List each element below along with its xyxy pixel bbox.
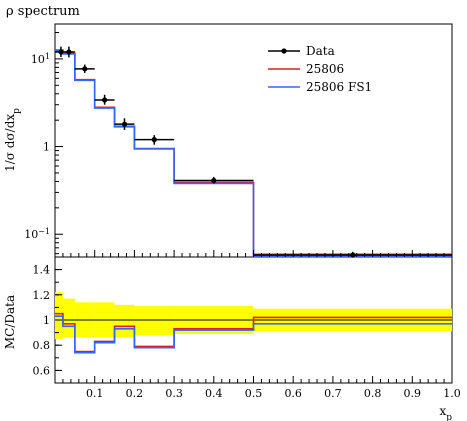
data-point: [66, 49, 72, 55]
data-point: [121, 121, 128, 127]
y-tick-label: 1: [43, 141, 50, 154]
data-point: [211, 177, 217, 184]
mc-histogram-series2: [55, 49, 452, 258]
y-axis-label: 1/σ dσ/dxp: [3, 108, 22, 172]
ratio-y-axis-label: MC/Data: [3, 295, 17, 349]
data-point: [58, 49, 64, 55]
x-tick-label: 0.9: [404, 387, 422, 400]
x-tick-label: 1.0: [443, 387, 461, 400]
ratio-uncertainty-band: [134, 306, 175, 336]
x-tick-label: 0.8: [364, 387, 382, 400]
ratio-panel-content: [55, 292, 452, 354]
legend-label-data: Data: [306, 44, 335, 58]
x-tick-label: 0.2: [126, 387, 144, 400]
data-point: [82, 66, 88, 72]
x-tick-label: 0.3: [165, 387, 183, 400]
ratio-y-tick-label: 0.8: [33, 339, 51, 352]
legend-data-marker: [281, 48, 287, 54]
y-tick-label: 10−1: [24, 227, 50, 242]
y-tick-label: 101: [31, 51, 50, 66]
legend-label-mc1: 25806: [306, 62, 344, 76]
ratio-y-tick-label: 0.6: [33, 364, 51, 377]
ratio-y-tick-label: 1: [43, 314, 50, 327]
data-point: [151, 137, 157, 143]
axes-ticks: 101 1 10−1 0.6 0.8 1 1.2 1.4 0.1 0.2 0.3 0.4 0.5 0.6 0…: [24, 31, 461, 400]
x-axis-label: xp: [439, 404, 452, 421]
ratio-histogram-series2: [55, 315, 452, 354]
x-tick-label: 0.7: [324, 387, 342, 400]
legend: Data 25806 25806 FS1: [268, 44, 372, 94]
data-point: [102, 97, 108, 103]
ratio-uncertainty-band: [62, 298, 75, 338]
x-tick-label: 0.6: [284, 387, 302, 400]
x-tick-label: 0.1: [86, 387, 104, 400]
main-panel-content: [55, 46, 452, 258]
plot-title: ρ spectrum: [6, 4, 80, 19]
x-tick-label: 0.4: [205, 387, 223, 400]
ratio-y-tick-label: 1.2: [33, 289, 51, 302]
data-point: [350, 252, 356, 258]
ratio-uncertainty-band: [114, 304, 135, 338]
x-tick-label: 0.5: [245, 387, 263, 400]
legend-label-mc2: 25806 FS1: [306, 80, 372, 94]
ratio-y-tick-label: 1.4: [33, 264, 51, 277]
